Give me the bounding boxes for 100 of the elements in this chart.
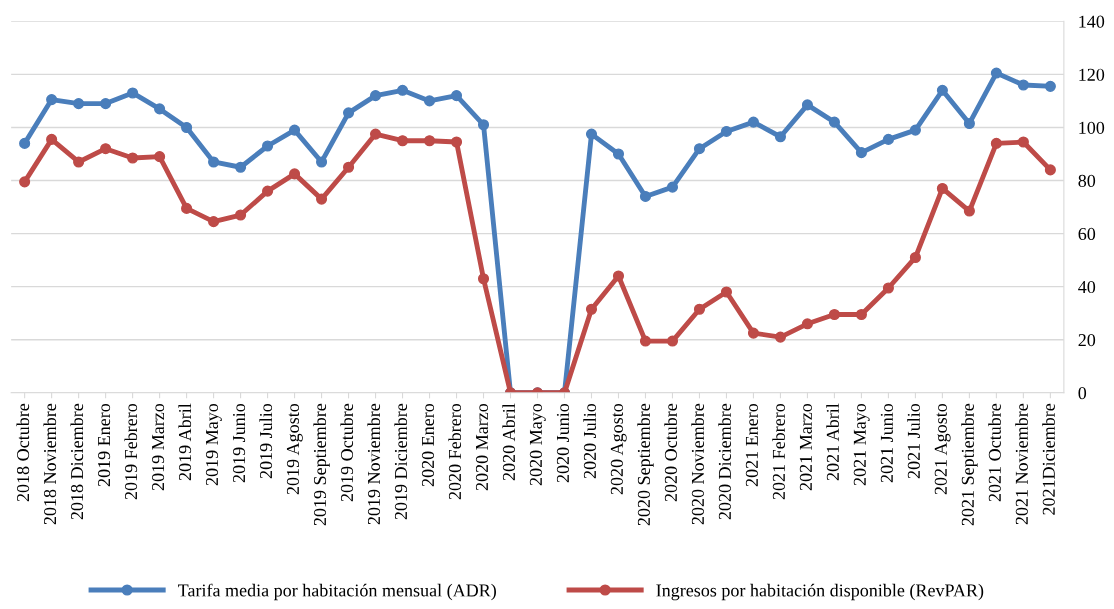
point bbox=[666, 181, 679, 193]
x-tick-label: 2021Diciembre bbox=[1042, 403, 1055, 515]
x-tick-label: 2021 Julio bbox=[907, 403, 920, 479]
y-tick-label: 60 bbox=[1078, 227, 1096, 241]
x-tick-label: 2019 Mayo bbox=[205, 403, 222, 486]
x-tick-label: 2021 Enero bbox=[745, 403, 758, 487]
x-tick-label: 2018 Diciembre bbox=[70, 403, 84, 520]
point bbox=[289, 124, 301, 136]
legend-label: Tarifa media por habitación mensual (ADR) bbox=[178, 583, 496, 601]
x-tick-label: 2021 Marzo bbox=[799, 403, 812, 491]
x-tick-label: 2018 Octubre bbox=[16, 403, 30, 502]
point bbox=[208, 156, 220, 168]
point bbox=[639, 190, 652, 203]
x-tick-label: 2019 Septiembre bbox=[313, 403, 330, 526]
point bbox=[235, 209, 247, 221]
x-tick-label: 2021 Septiembre bbox=[961, 403, 978, 526]
point bbox=[693, 303, 706, 315]
legend-label: Ingresos por habitación disponible (RevPAR) bbox=[656, 583, 984, 601]
point bbox=[154, 103, 166, 115]
x-tick-label: 2019 Diciembre bbox=[394, 403, 408, 520]
x-tick-label: 2020 Noviembre bbox=[691, 403, 704, 525]
point bbox=[747, 116, 760, 128]
point bbox=[1017, 136, 1029, 148]
x-tick-label: 2019 Noviembre bbox=[367, 403, 381, 525]
point bbox=[342, 107, 355, 119]
x-tick-label: 2020 Enero bbox=[421, 403, 435, 487]
point bbox=[936, 182, 948, 195]
point bbox=[100, 98, 112, 110]
y-tick-label: 40 bbox=[1078, 280, 1096, 294]
x-tick-label: 2019 Octubre bbox=[340, 403, 354, 502]
x-tick-label: 2021 Mayo bbox=[853, 403, 870, 486]
point bbox=[477, 119, 490, 131]
x-tick-label: 2021 Noviembre bbox=[1015, 403, 1028, 525]
point bbox=[450, 90, 463, 102]
x-tick-label: 2020 Diciembre bbox=[718, 403, 731, 520]
point bbox=[46, 133, 58, 145]
point bbox=[396, 84, 409, 96]
point bbox=[855, 147, 867, 159]
point bbox=[882, 282, 894, 294]
point bbox=[73, 98, 85, 110]
x-tick-label: 2019 Enero bbox=[97, 403, 111, 487]
point bbox=[639, 335, 652, 347]
y-tick-label: 0 bbox=[1078, 387, 1087, 400]
point bbox=[262, 140, 274, 152]
point bbox=[423, 135, 436, 147]
point bbox=[208, 216, 220, 228]
x-tick-label: 2019 Febrero bbox=[124, 403, 138, 500]
point bbox=[747, 327, 760, 339]
point bbox=[720, 125, 733, 137]
point bbox=[396, 135, 409, 147]
point bbox=[801, 99, 813, 111]
point bbox=[612, 148, 625, 160]
point bbox=[828, 116, 840, 128]
point bbox=[450, 136, 463, 148]
point bbox=[127, 152, 139, 164]
x-tick-label: 2021 Agosto bbox=[934, 403, 951, 495]
point bbox=[963, 117, 975, 130]
point bbox=[19, 137, 31, 149]
y-tick-label: 140 bbox=[1079, 15, 1105, 28]
point bbox=[181, 202, 193, 214]
point bbox=[909, 124, 921, 136]
point bbox=[235, 161, 247, 173]
point bbox=[262, 185, 274, 197]
point bbox=[19, 176, 31, 188]
point bbox=[801, 318, 813, 330]
point bbox=[666, 335, 679, 347]
x-tick-label: 2020 Julio bbox=[583, 403, 597, 479]
x-tick-label: 2019 Agosto bbox=[286, 403, 303, 495]
x-tick-label: 2020 Octubre bbox=[664, 403, 677, 502]
x-tick-label: 2021 Octubre bbox=[988, 403, 1001, 502]
point bbox=[585, 303, 598, 315]
point bbox=[289, 168, 301, 180]
point bbox=[774, 131, 786, 143]
x-tick-label: 2020 Junio bbox=[556, 403, 570, 483]
x-tick-label: 2019 Marzo bbox=[151, 403, 165, 491]
point bbox=[774, 331, 786, 343]
point bbox=[127, 87, 139, 99]
point bbox=[909, 251, 921, 264]
x-tick-label: 2020 Febrero bbox=[448, 403, 462, 500]
y-tick-label: 80 bbox=[1078, 174, 1096, 187]
point bbox=[990, 67, 1002, 79]
point bbox=[369, 90, 382, 102]
point bbox=[342, 161, 355, 173]
point bbox=[585, 128, 598, 140]
point bbox=[720, 286, 733, 298]
point bbox=[1044, 80, 1056, 92]
point bbox=[369, 128, 382, 140]
point bbox=[828, 308, 840, 321]
point bbox=[477, 273, 490, 285]
x-tick-label: 2020 Marzo bbox=[475, 403, 489, 491]
x-tick-label: 2020 Abril bbox=[502, 403, 516, 481]
point bbox=[855, 308, 867, 321]
y-tick-label: 100 bbox=[1079, 121, 1105, 134]
x-tick-label: 2019 Julio bbox=[259, 403, 273, 479]
x-tick-label: 2021 Abril bbox=[826, 403, 839, 481]
point bbox=[316, 156, 328, 168]
point bbox=[693, 143, 706, 155]
point bbox=[73, 156, 85, 168]
point bbox=[963, 205, 975, 217]
x-tick-label: 2020 Septiembre bbox=[637, 403, 654, 526]
